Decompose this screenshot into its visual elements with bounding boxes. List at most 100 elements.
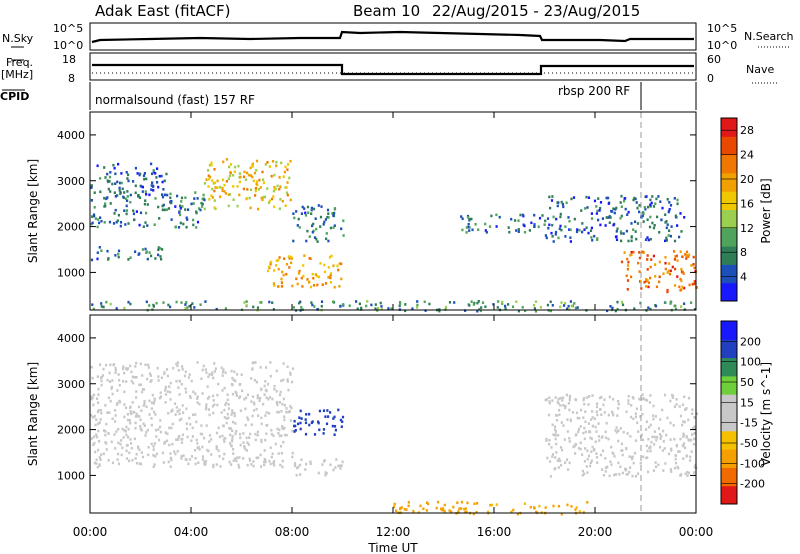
echo-cell	[645, 399, 649, 402]
echo-cell	[303, 207, 306, 210]
echo-cell	[210, 373, 214, 377]
echo-cell	[550, 446, 553, 449]
echo-cell	[138, 252, 141, 255]
echo-cell	[263, 460, 266, 464]
echo-cell	[185, 301, 188, 304]
echo-cell	[657, 195, 660, 198]
echo-cell	[134, 457, 137, 460]
echo-cell	[96, 257, 99, 261]
echo-cell	[464, 511, 467, 514]
echo-cell	[201, 197, 204, 201]
echo-cell	[465, 510, 468, 514]
echo-cell	[105, 300, 108, 304]
beam-label: Beam 10	[353, 2, 420, 20]
echo-cell	[619, 427, 622, 430]
echo-cell	[105, 422, 108, 426]
echo-cell	[586, 449, 589, 453]
echo-cell	[674, 255, 677, 258]
echo-cell	[96, 251, 99, 254]
echo-cell	[304, 211, 307, 215]
echo-cell	[188, 395, 192, 398]
echo-cell	[600, 395, 603, 399]
echo-cell	[679, 212, 682, 215]
echo-cell	[552, 215, 555, 219]
echo-cell	[645, 279, 648, 283]
echo-cell	[282, 273, 285, 277]
echo-cell	[297, 217, 300, 221]
echo-cell	[106, 249, 109, 253]
echo-cell	[171, 409, 174, 412]
echo-cell	[207, 449, 210, 453]
echo-cell	[125, 380, 128, 383]
echo-cell	[236, 204, 239, 208]
echo-cell	[305, 462, 308, 466]
echo-cell	[251, 395, 255, 398]
echo-cell	[212, 463, 215, 467]
echo-cell	[694, 270, 697, 273]
echo-cell	[598, 209, 601, 212]
echo-cell	[332, 300, 335, 304]
echo-cell	[227, 403, 230, 406]
echo-cell	[515, 300, 518, 303]
echo-cell	[104, 433, 107, 437]
echo-cell	[215, 431, 219, 435]
echo-cell	[635, 201, 638, 204]
echo-cell	[263, 195, 266, 199]
echo-cell	[547, 226, 550, 230]
echo-cell	[113, 212, 116, 215]
echo-cell	[147, 366, 150, 369]
echo-cell	[276, 184, 279, 188]
echo-cell	[182, 454, 185, 457]
echo-cell	[138, 448, 141, 452]
echo-cell	[626, 473, 629, 476]
echo-cell	[564, 302, 567, 305]
echo-cell	[137, 445, 140, 449]
echo-cell	[196, 397, 199, 400]
echo-cell	[109, 202, 112, 205]
echo-cell	[215, 463, 218, 466]
echo-cell	[307, 211, 310, 214]
echo-cell	[569, 300, 572, 303]
echo-cell	[247, 173, 250, 177]
echo-cell	[211, 394, 215, 398]
echo-cell	[313, 236, 317, 239]
echo-cell	[675, 254, 678, 258]
echo-cell	[233, 170, 236, 173]
echo-cell	[92, 403, 95, 407]
echo-cell	[148, 193, 151, 197]
echo-cell	[664, 267, 667, 271]
echo-cell	[203, 207, 206, 211]
echo-cell	[415, 306, 419, 309]
colorbar-tick-label: 100	[740, 356, 761, 369]
echo-cell	[229, 163, 233, 166]
echo-cell	[690, 301, 693, 304]
echo-cell	[535, 510, 538, 514]
echo-cell	[555, 414, 558, 417]
echo-cell	[129, 200, 132, 204]
echo-cell	[176, 438, 180, 441]
echo-cell	[137, 414, 140, 418]
echo-cell	[254, 189, 257, 193]
echo-cell	[313, 433, 317, 436]
colorbar-frame	[720, 320, 738, 505]
echo-cell	[687, 471, 690, 475]
echo-cell	[658, 275, 661, 279]
colorbar-segment	[721, 282, 737, 302]
x-tick-label: 00:00	[73, 525, 108, 539]
echo-cell	[624, 468, 627, 472]
echo-cell	[564, 461, 567, 464]
echo-cell	[303, 254, 306, 257]
echo-cell	[281, 270, 284, 274]
echo-cell	[293, 216, 296, 220]
echo-cell	[233, 370, 236, 374]
echo-cell	[178, 408, 181, 412]
echo-cell	[277, 410, 280, 414]
echo-cell	[583, 396, 586, 400]
echo-cell	[128, 419, 131, 422]
echo-cell	[222, 368, 225, 371]
echo-cell	[341, 415, 345, 419]
echo-cell	[148, 413, 151, 416]
echo-cell	[217, 382, 220, 386]
echo-cell	[99, 216, 102, 219]
